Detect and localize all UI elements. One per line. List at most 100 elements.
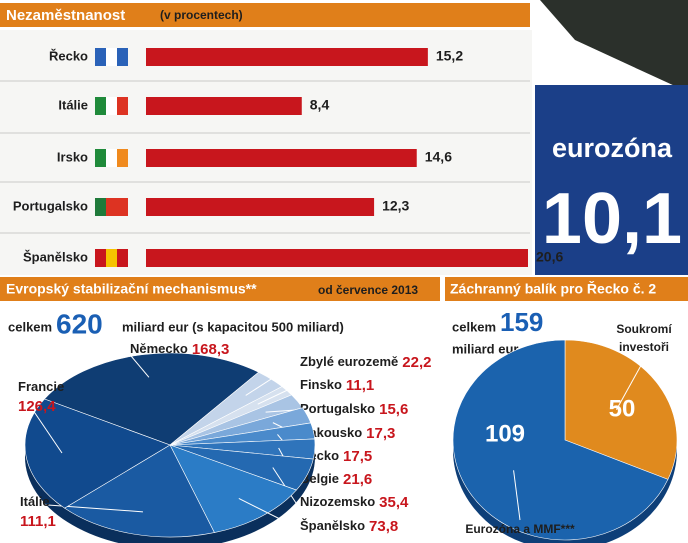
- category-label: Řecko: [49, 48, 88, 63]
- slice-value: 22,2: [402, 354, 431, 371]
- slice-label: Itálie: [20, 494, 50, 509]
- chart-title: Evropský stabilizační mechanismus**: [6, 281, 257, 297]
- slice-value: 111,1: [20, 513, 56, 530]
- slice-value: 168,3: [192, 341, 230, 358]
- corner-shape: [540, 0, 688, 92]
- slice-label: Zbylé eurozemě 22,2: [300, 354, 431, 371]
- chart-title: Nezaměstnanost: [6, 7, 125, 24]
- value-label: 15,2: [436, 48, 463, 64]
- flag: [95, 97, 106, 115]
- callout-line: [238, 497, 297, 528]
- slice-name: Portugalsko: [300, 401, 375, 416]
- slice-name-line: investoři: [619, 340, 669, 354]
- bar: [146, 97, 302, 115]
- value-label: 8,4: [310, 97, 330, 113]
- slice-name-line: Soukromí: [616, 322, 672, 336]
- total-prefix: celkem: [452, 319, 496, 334]
- callout-line: [245, 362, 297, 396]
- callout-line: [125, 349, 150, 378]
- slice-name: Španělsko: [300, 518, 365, 533]
- slice-name: Francie: [18, 379, 64, 394]
- chart-subtitle: od července 2013: [318, 283, 418, 297]
- slice-label: Eurozóna a MMF***: [465, 522, 575, 536]
- flag: [106, 198, 117, 216]
- slice-value: 11,1: [346, 377, 374, 394]
- callout-line: [265, 409, 297, 413]
- highlight-value: 10,1: [542, 179, 682, 259]
- value-label: 14,6: [425, 149, 452, 165]
- total-prefix: celkem: [8, 319, 52, 334]
- callout-line: [19, 502, 143, 513]
- slice-name: Německo: [130, 341, 188, 356]
- flag: [117, 198, 128, 216]
- pie-slice: [452, 339, 669, 541]
- bar: [146, 198, 375, 216]
- slice-name: Belgie: [300, 471, 339, 486]
- slice-value: 126,4: [18, 398, 56, 415]
- flag: [95, 249, 106, 267]
- flag: [117, 249, 128, 267]
- flag: [117, 149, 128, 167]
- callout-line: [513, 470, 521, 521]
- slice-value: 35,4: [379, 494, 409, 511]
- slice-name: Rakousko: [300, 425, 362, 440]
- slice-label: Finsko 11,1: [300, 377, 374, 394]
- header-bar: [0, 277, 440, 301]
- pie-slice: [43, 352, 260, 446]
- category-label: Irsko: [57, 149, 88, 164]
- header-bar: [0, 3, 530, 27]
- total: 159: [500, 307, 543, 337]
- header-bar: [445, 277, 688, 301]
- flag: [106, 97, 117, 115]
- flag: [95, 198, 106, 216]
- flag: [106, 48, 117, 66]
- slice-label: Rakousko 17,3: [300, 425, 395, 442]
- slice-name: Nizozemsko: [300, 494, 375, 509]
- highlight-panel: [535, 85, 688, 275]
- callout-line: [17, 387, 63, 454]
- slice-name: Itálie: [20, 494, 50, 509]
- pie-slice: [564, 339, 678, 480]
- category-label: Španělsko: [23, 249, 88, 264]
- flag: [95, 48, 106, 66]
- value-label: 12,3: [382, 198, 409, 214]
- category-label: Itálie: [58, 97, 88, 112]
- bar: [146, 149, 417, 167]
- flag: [117, 48, 128, 66]
- slice-name: Zbylé eurozemě: [300, 354, 398, 369]
- total-unit: miliard eur (s kapacitou 500 miliard): [122, 319, 344, 334]
- pie-slice: [24, 398, 171, 509]
- slice-label: Španělsko 73,8: [300, 518, 398, 535]
- slice-label: Portugalsko 15,6: [300, 401, 408, 418]
- total-unit: miliard eur: [452, 341, 518, 356]
- slice-value: 21,6: [343, 471, 372, 488]
- pie-slice: [169, 444, 297, 533]
- callout-line: [615, 359, 645, 410]
- slice-value: 17,5: [343, 448, 372, 465]
- value-label: 20,6: [536, 249, 563, 265]
- category-label: Portugalsko: [13, 198, 88, 213]
- slice-label: Francie: [18, 379, 64, 394]
- slice-name: Finsko: [300, 377, 342, 392]
- slice-label: Soukromí investoři: [616, 322, 672, 354]
- slice-value: 109: [485, 420, 525, 447]
- pie-slice: [64, 444, 215, 538]
- slice-label: Nizozemsko 35,4: [300, 494, 409, 511]
- flag: [117, 97, 128, 115]
- callout-line: [272, 467, 297, 504]
- bar: [146, 249, 528, 267]
- bar: [146, 48, 428, 66]
- chart-subtitle: (v procentech): [160, 8, 243, 22]
- callout-line: [257, 385, 297, 405]
- chart-title: Záchranný balík pro Řecko č. 2: [450, 280, 656, 297]
- slice-value: 17,3: [366, 425, 395, 442]
- slice-label: Belgie 21,6: [300, 471, 372, 488]
- total: 620: [56, 308, 103, 339]
- flag: [95, 149, 106, 167]
- highlight-label: eurozóna: [552, 133, 673, 163]
- slice-label: Německo 168,3: [130, 341, 229, 358]
- flag: [106, 149, 117, 167]
- slice-value: 73,8: [369, 518, 398, 535]
- flag: [106, 249, 117, 267]
